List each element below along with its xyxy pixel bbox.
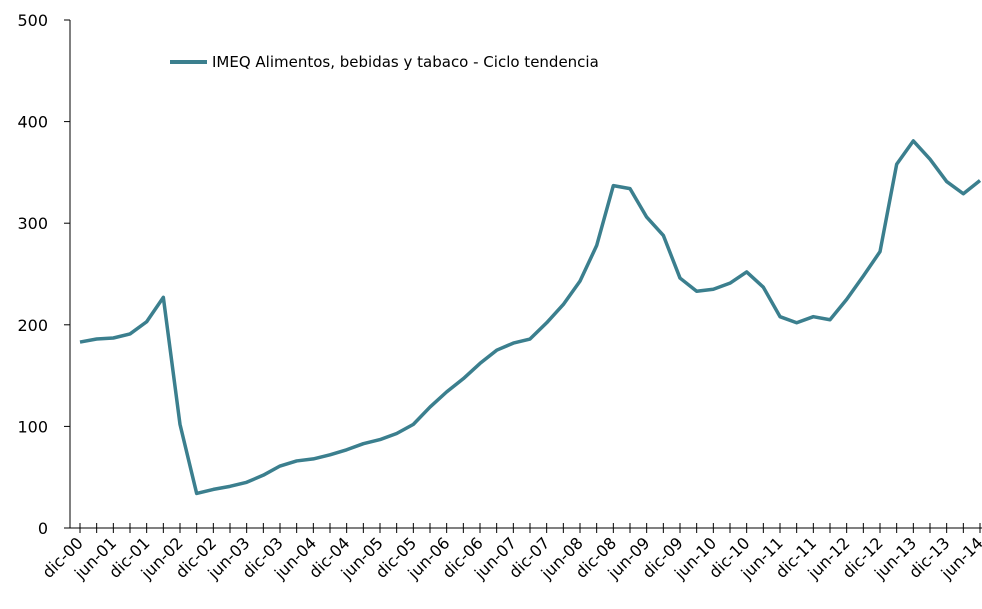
y-tick-label: 500: [17, 11, 48, 30]
y-tick-label: 400: [17, 113, 48, 132]
y-tick-label: 100: [17, 417, 48, 436]
line: [79, 139, 982, 496]
y-tick-label: 0: [38, 519, 48, 538]
y-tick-label: 200: [17, 316, 48, 335]
y-tick-label: 300: [17, 214, 48, 233]
legend-label: IMEQ Alimentos, bebidas y tabaco - Ciclo…: [212, 53, 599, 71]
